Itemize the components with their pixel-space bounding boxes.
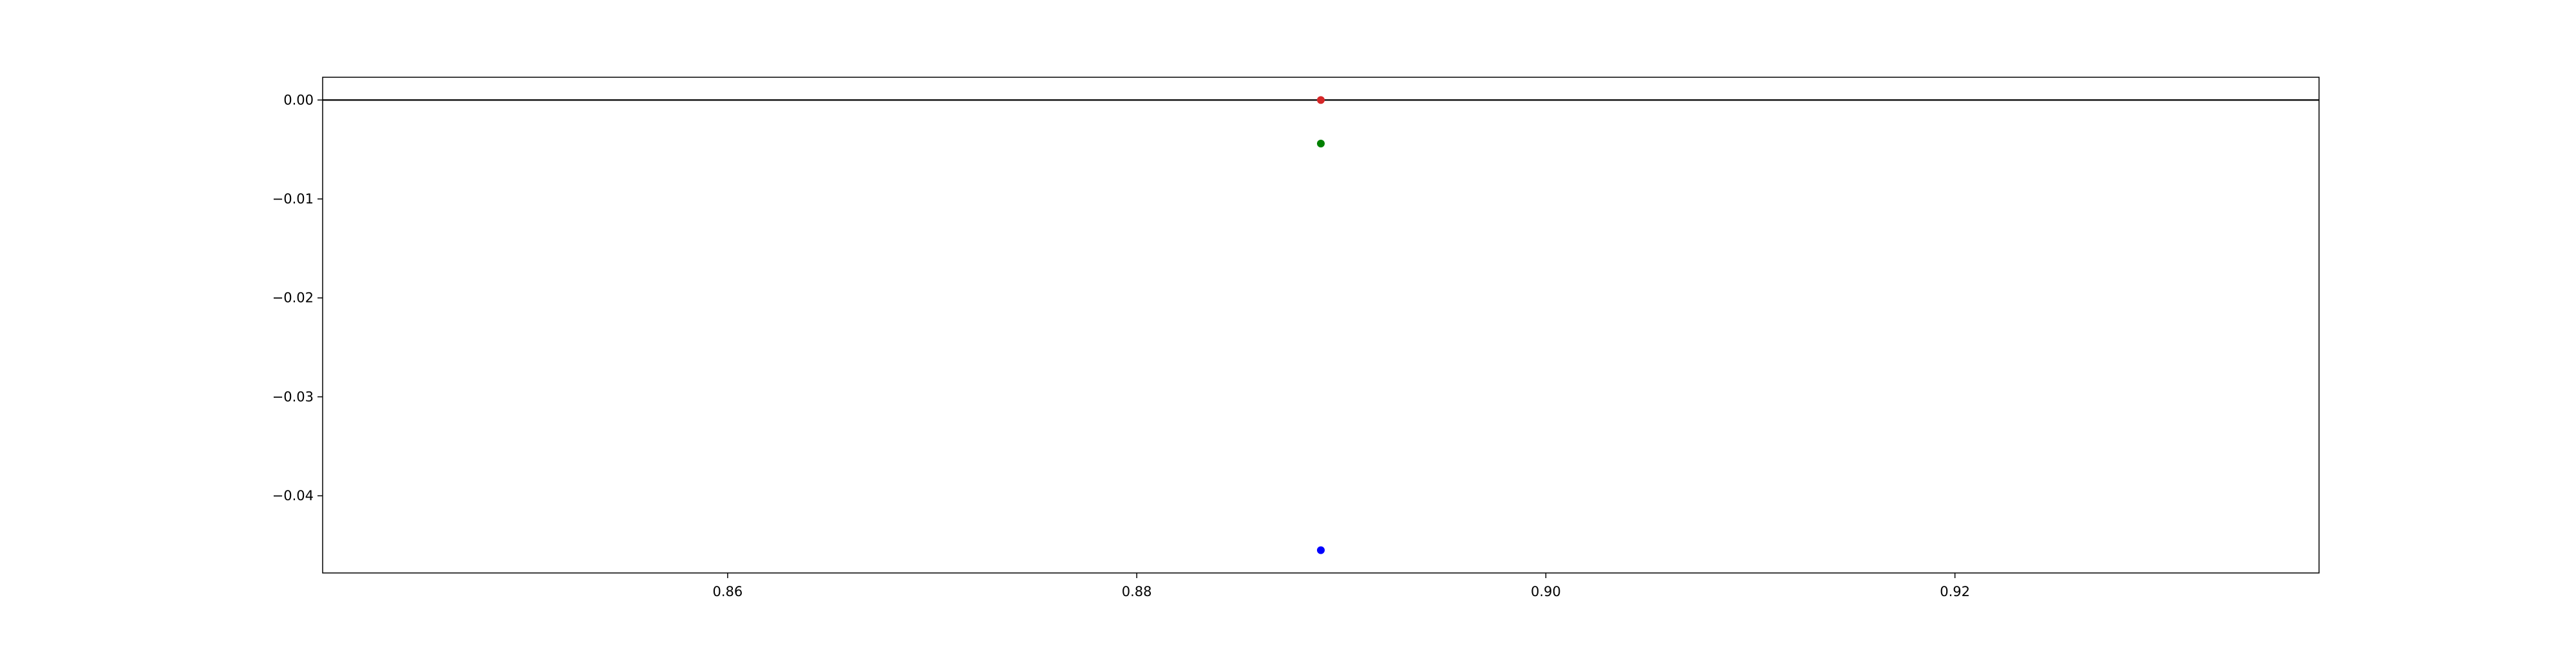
- y-tick-label: −0.03: [272, 389, 314, 404]
- plot-area: [323, 77, 2319, 573]
- x-tick-label: 0.86: [713, 584, 743, 599]
- y-tick-label: −0.02: [272, 290, 314, 306]
- x-tick-label: 0.92: [1940, 584, 1970, 599]
- y-tick-label: −0.01: [272, 191, 314, 207]
- y-tick-label: 0.00: [283, 92, 314, 108]
- plot-frame: [322, 77, 2320, 574]
- y-axis-ticks: 0.00 −0.01 −0.02 −0.03 −0.04: [272, 92, 323, 503]
- y-tick-label: −0.04: [272, 488, 314, 503]
- x-axis-ticks: 0.86 0.88 0.90 0.92: [713, 573, 1970, 599]
- x-tick-label: 0.88: [1122, 584, 1152, 599]
- data-point-series-1: [1317, 139, 1325, 147]
- data-point-series-2: [1317, 546, 1325, 554]
- x-tick-label: 0.90: [1531, 584, 1561, 599]
- data-point-series-0: [1317, 96, 1325, 104]
- data-points: [1317, 96, 1325, 554]
